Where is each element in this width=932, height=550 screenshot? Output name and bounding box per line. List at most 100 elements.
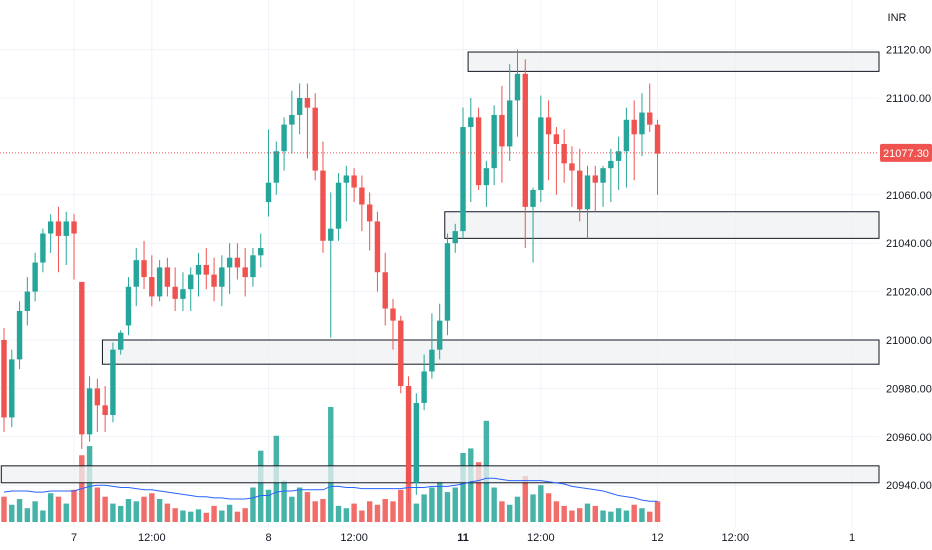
candle-body[interactable] [32,262,38,292]
candle-body[interactable] [250,255,256,278]
candle-body[interactable] [265,182,272,203]
y-tick-label: 20960.00 [886,432,932,444]
candle-body[interactable] [413,402,420,483]
candle-body[interactable] [374,221,381,273]
candle-body[interactable] [514,73,521,101]
candle-body[interactable] [654,124,661,154]
y-axis[interactable]: 21120.00 21100.00 21060.00 21040.00 21020.00… [886,45,932,493]
candle-body[interactable] [203,264,209,275]
candle-body[interactable] [94,388,101,406]
candle-body[interactable] [460,127,466,232]
candle-body[interactable] [475,117,482,186]
candle-body[interactable] [468,117,474,128]
candle-body[interactable] [312,107,318,171]
candle-body[interactable] [631,119,637,135]
candle-body[interactable] [359,187,365,205]
candle-body[interactable] [164,267,171,287]
candle-body[interactable] [242,267,248,278]
candle-body[interactable] [79,281,85,435]
candle-body[interactable] [483,168,490,186]
candle-body[interactable] [211,274,217,287]
candle-body[interactable] [421,371,427,403]
candle-body[interactable] [55,221,62,236]
candle-body[interactable] [258,248,264,256]
candle-body[interactable] [180,289,186,299]
candle-body[interactable] [156,267,163,297]
candle-body[interactable] [390,308,396,321]
candle-body[interactable] [195,264,202,275]
candle-body[interactable] [608,160,614,169]
candle-body[interactable] [47,221,54,234]
last-price-label: 21077.30 [883,148,929,160]
candle-body[interactable] [296,98,303,115]
candle-body[interactable] [71,221,77,234]
candle-body[interactable] [530,189,536,207]
candle-body[interactable] [63,221,69,236]
volume-bar [654,501,661,522]
candle-body[interactable] [545,117,552,135]
candle-body[interactable] [188,274,194,290]
candle-body[interactable] [273,151,279,183]
candle-body[interactable] [226,257,233,268]
candle-body[interactable] [561,143,567,164]
candle-body[interactable] [522,73,528,207]
zone-box[interactable] [101,339,880,365]
candle-body[interactable] [320,170,326,241]
candle-body[interactable] [125,286,132,326]
candle-body[interactable] [382,272,388,309]
candle-body[interactable] [343,175,350,183]
candle-body[interactable] [281,124,287,152]
candle-body[interactable] [219,267,225,287]
candle-body[interactable] [452,231,458,244]
zone-box[interactable] [444,211,880,239]
zone-box[interactable] [0,465,880,484]
candle-body[interactable] [623,119,630,152]
candle-body[interactable] [491,114,497,169]
candle-body[interactable] [592,175,598,183]
volume-bar [545,493,552,522]
candle-body[interactable] [86,388,93,435]
candle-body[interactable] [639,112,645,135]
volume-bar [398,489,404,522]
candle-body[interactable] [149,277,155,297]
candle-body[interactable] [600,168,606,183]
candle-body[interactable] [429,349,435,372]
candle-body[interactable] [234,257,241,268]
candle-body[interactable] [507,100,513,147]
candle-body[interactable] [351,175,357,188]
candle-body[interactable] [16,310,23,360]
candle-body[interactable] [328,228,334,241]
candle-body[interactable] [436,320,443,350]
candle-body[interactable] [499,114,505,147]
candle-body[interactable] [335,182,342,229]
candle-body[interactable] [577,170,583,210]
candle-body[interactable] [141,260,147,278]
candle-body[interactable] [398,320,404,386]
candle-body[interactable] [444,243,451,321]
candle-body[interactable] [9,359,15,418]
candle-body[interactable] [584,175,591,210]
y-tick-label: 21060.00 [886,190,932,202]
candle-body[interactable] [118,332,124,350]
volume-bar [374,504,381,522]
candle-body[interactable] [24,291,31,311]
candle-body[interactable] [366,204,373,222]
candle-body[interactable] [172,286,178,299]
candle-body[interactable] [289,114,295,125]
x-axis[interactable]: 7 12:00 8 12:00 11 12:00 12 12:00 1 [71,532,855,544]
volume-bar [211,505,217,522]
candle-body[interactable] [1,340,7,418]
candle-body[interactable] [110,349,116,416]
candle-body[interactable] [538,117,544,190]
candle-body[interactable] [133,260,139,287]
candle-body[interactable] [304,98,311,108]
candle-body[interactable] [569,163,575,171]
candle-body[interactable] [40,233,46,263]
candle-body[interactable] [405,385,412,483]
candle-body[interactable] [102,405,108,416]
candle-body[interactable] [647,112,653,125]
candle-body[interactable] [553,134,560,144]
candle-body[interactable] [615,151,622,161]
zone-box[interactable] [467,51,880,72]
